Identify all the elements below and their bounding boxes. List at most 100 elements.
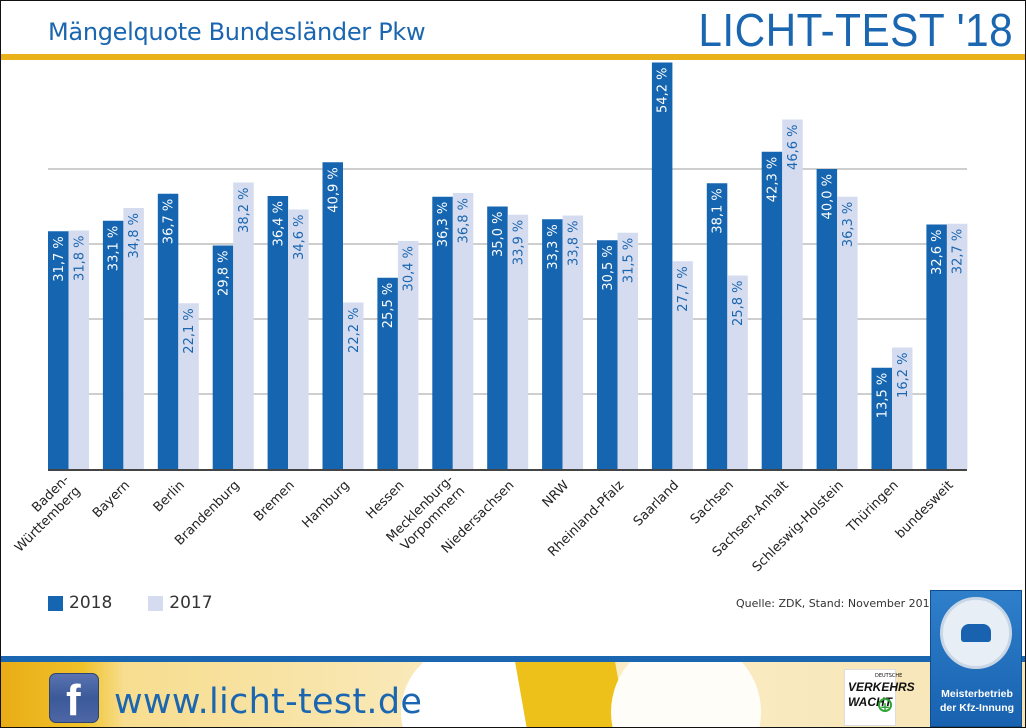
- footer-divider: [1, 656, 1025, 662]
- legend-label: 2018: [69, 593, 113, 613]
- bar-2018: [542, 219, 563, 469]
- data-label: 38,2 %: [237, 188, 252, 233]
- data-label: 36,3 %: [841, 202, 856, 247]
- bar-2017: [617, 232, 638, 469]
- bar-2017: [727, 275, 748, 469]
- brand-title: LICHT-TEST '18: [698, 4, 1013, 56]
- kfz-gewerbe-badge: Meisterbetrieb der Kfz-Innung: [930, 590, 1022, 727]
- source-note: Quelle: ZDK, Stand: November 2018: [736, 597, 937, 610]
- data-label: 32,6 %: [930, 230, 945, 275]
- legend-swatch-2017: [148, 595, 164, 611]
- x-tick-label-line: Schleswig-Holstein: [750, 478, 847, 575]
- x-tick-label: Baden-Württemberg: [12, 472, 84, 555]
- bar-2017: [178, 303, 199, 469]
- data-label: 33,8 %: [566, 221, 581, 266]
- x-tick-label-line: Hessen: [363, 478, 407, 522]
- bar-2018: [377, 277, 398, 469]
- data-label: 31,8 %: [72, 236, 87, 281]
- bar-2017: [68, 230, 89, 469]
- verkehrswacht-logo: DEUTSCHE VERKEHRS WACHT +: [844, 669, 915, 726]
- x-tick-label-line: NRW: [540, 478, 573, 511]
- x-tick-label: Bayern: [90, 478, 133, 521]
- data-label: 36,7 %: [162, 199, 177, 244]
- bar-2017: [946, 223, 968, 469]
- badge-text: der Kfz-Innung: [939, 702, 1015, 714]
- data-label: 36,4 %: [271, 201, 286, 246]
- data-label: 16,2 %: [896, 353, 911, 398]
- data-label: 33,3 %: [546, 224, 561, 269]
- bar-2017: [892, 347, 913, 469]
- x-tick-label: Thüringen: [844, 478, 902, 536]
- bar-2017: [837, 196, 858, 469]
- x-tick-label-line: Hamburg: [299, 478, 352, 531]
- legend-item-2017: 2017: [148, 593, 213, 613]
- legend-item-2018: 2018: [48, 593, 112, 613]
- data-label: 40,0 %: [820, 174, 835, 219]
- bar-2017: [782, 119, 803, 469]
- bar-2018: [926, 224, 947, 469]
- bar-2017: [562, 215, 584, 469]
- bar-2017: [123, 208, 144, 469]
- car-seal-icon: [940, 597, 1012, 669]
- data-label: 31,5 %: [621, 238, 636, 283]
- data-label: 38,1 %: [711, 188, 726, 233]
- plus-icon: +: [878, 698, 892, 714]
- data-label: 34,8 %: [127, 213, 142, 258]
- x-tick-label: Bremen: [251, 478, 298, 525]
- bar-2018: [267, 196, 289, 469]
- facebook-icon[interactable]: f: [49, 673, 99, 725]
- data-label: 25,8 %: [731, 281, 746, 326]
- data-label: 35,0 %: [491, 212, 506, 257]
- legend-label: 2017: [169, 593, 213, 613]
- bar-2018: [322, 162, 343, 469]
- data-label: 33,9 %: [511, 220, 526, 265]
- data-label: 22,1 %: [182, 308, 197, 353]
- data-label: 42,3 %: [765, 157, 780, 202]
- x-tick-label: Hamburg: [299, 478, 352, 531]
- x-tick-label-line: Sachsen: [688, 478, 737, 527]
- bar-2018: [706, 183, 728, 469]
- footer-decoration: [611, 662, 761, 727]
- data-label: 36,8 %: [457, 198, 472, 243]
- bar-2017: [343, 302, 364, 469]
- bar-2018: [48, 231, 69, 469]
- data-label: 32,7 %: [951, 229, 966, 274]
- logo-text: DEUTSCHE: [875, 673, 903, 679]
- website-link[interactable]: www.licht-test.de: [114, 682, 423, 722]
- bar-2018: [816, 169, 838, 469]
- data-label: 46,6 %: [786, 125, 801, 170]
- bar-2018: [761, 151, 783, 469]
- x-tick-label: Saarland: [631, 478, 682, 529]
- bar-2017: [507, 214, 529, 469]
- data-label: 13,5 %: [875, 373, 890, 418]
- bar-chart: 31,7 % 31,8 % Baden-Württemberg 33,1 % 34,8 …: [12, 62, 968, 575]
- bar-2017: [288, 209, 309, 469]
- badge-text: Meisterbetrieb: [941, 688, 1013, 700]
- data-label: 34,6 %: [292, 215, 307, 260]
- bar-2018: [871, 367, 892, 469]
- x-tick-label-line: Bremen: [251, 478, 298, 525]
- data-label: 22,2 %: [347, 308, 362, 353]
- x-tick-label-line: Thüringen: [844, 478, 902, 536]
- bar-2018: [102, 220, 124, 469]
- bar-2017: [233, 182, 254, 469]
- footer-decoration: [515, 662, 627, 727]
- bar-2018: [212, 245, 234, 469]
- x-tick-label: bundesweit: [893, 478, 957, 542]
- data-label: 36,3 %: [436, 202, 451, 247]
- data-label: 27,7 %: [676, 266, 691, 311]
- header-divider: [1, 54, 1025, 60]
- bar-2018: [487, 206, 508, 469]
- chart-title: Mängelquote Bundesländer Pkw: [48, 18, 426, 46]
- logo-text: VERKEHRS: [848, 680, 915, 694]
- data-label: 25,5 %: [381, 283, 396, 328]
- x-tick-label: Schleswig-Holstein: [750, 478, 847, 575]
- car-icon: [961, 624, 991, 642]
- bar-2018: [157, 193, 179, 469]
- data-label: 54,2 %: [656, 68, 671, 113]
- data-label: 33,1 %: [107, 226, 122, 271]
- legend: 2018 2017: [48, 593, 213, 613]
- data-label: 40,9 %: [326, 167, 341, 212]
- bar-2017: [397, 241, 419, 469]
